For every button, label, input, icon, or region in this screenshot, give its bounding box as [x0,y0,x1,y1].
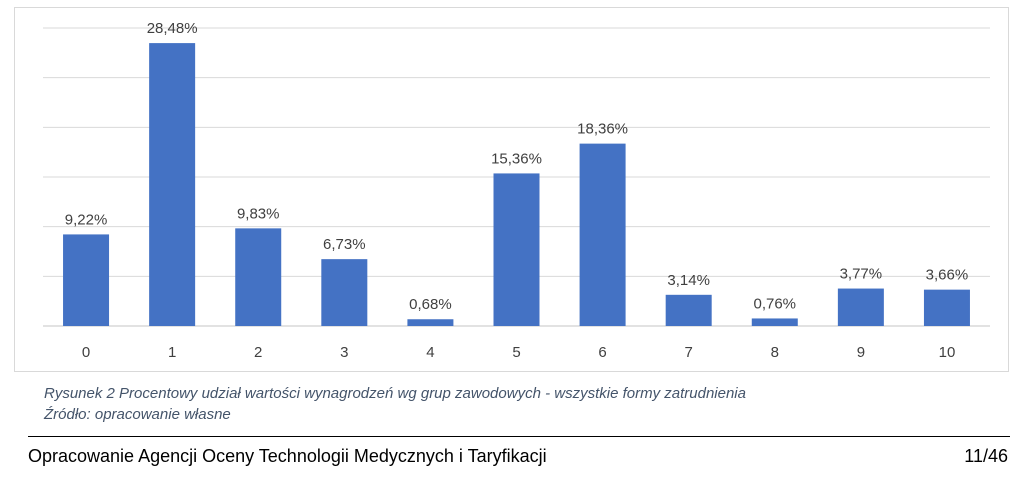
data-label-2: 9,83% [237,205,280,222]
x-tick-label: 4 [426,344,434,361]
bar-7 [665,294,712,326]
data-label-4: 0,68% [409,296,452,313]
x-tick-label: 6 [598,344,606,361]
data-label-6: 18,36% [577,121,628,138]
data-label-3: 6,73% [323,236,366,253]
bar-8 [751,318,798,326]
bar-2 [235,228,282,326]
bar-0 [63,234,110,326]
x-tick-label: 9 [857,344,865,361]
x-tick-label: 0 [82,344,90,361]
x-tick-label: 7 [685,344,693,361]
bar-9 [837,288,884,326]
bar-3 [321,259,368,326]
page-number: 11/46 [964,446,1008,466]
bar-6 [579,143,626,326]
bar-5 [493,173,540,326]
data-label-1: 28,48% [147,20,198,37]
data-label-8: 0,76% [753,295,796,312]
data-label-9: 3,77% [840,266,883,283]
bar-1 [149,43,196,327]
x-tick-label: 2 [254,344,262,361]
x-tick-label: 5 [512,344,520,361]
figure-source: Źródło: opracowanie własne [44,406,231,423]
bar-4 [407,319,454,326]
x-tick-label: 1 [168,344,176,361]
data-label-10: 3,66% [926,267,969,284]
bar-chart: 9,22% 0 28,48% 1 9,83% 2 6,73% 3 0,68% 4 15,36% 5 18… [43,20,990,361]
x-tick-label: 3 [340,344,348,361]
data-label-7: 3,14% [667,272,710,289]
data-label-5: 15,36% [491,150,542,167]
data-label-0: 9,22% [65,211,108,228]
bar-10 [923,289,970,326]
footer-divider [28,436,1010,437]
figure-caption: Rysunek 2 Procentowy udział wartości wyn… [44,385,746,402]
footer-text: Opracowanie Agencji Oceny Technologii Me… [28,446,547,466]
chart-frame: 9,22% 0 28,48% 1 9,83% 2 6,73% 3 0,68% 4 15,36% 5 18… [14,7,1009,372]
x-tick-label: 10 [939,344,956,361]
x-tick-label: 8 [771,344,779,361]
